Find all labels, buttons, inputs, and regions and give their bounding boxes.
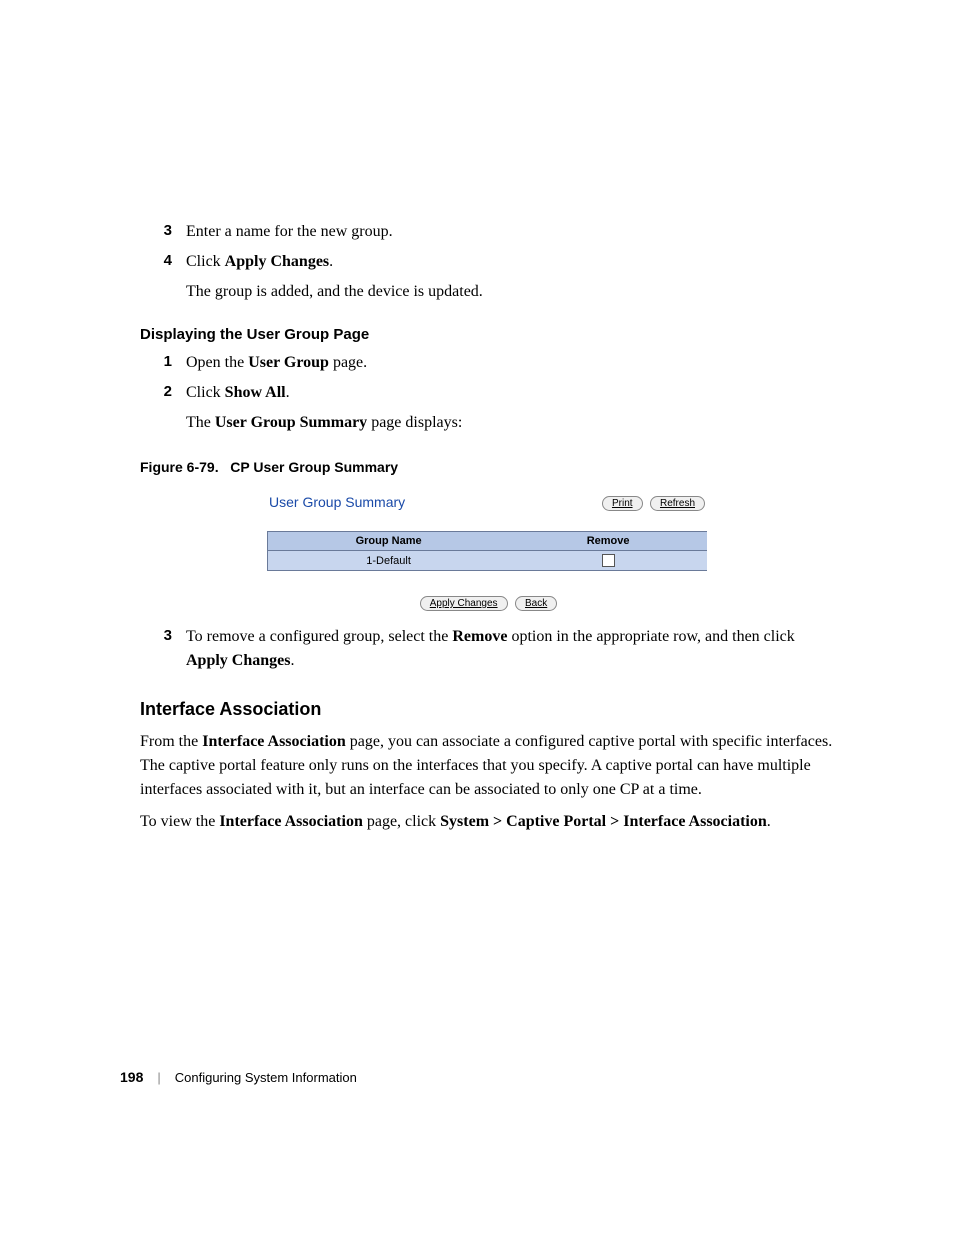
- apply-changes-button[interactable]: Apply Changes: [420, 596, 508, 611]
- refresh-button[interactable]: Refresh: [650, 496, 705, 511]
- step-num: 1: [140, 351, 186, 375]
- text: To remove a configured group, select the: [186, 628, 452, 645]
- text: page.: [329, 354, 367, 371]
- cell-remove: [509, 551, 707, 571]
- screenshot-title: User Group Summary: [269, 494, 405, 510]
- screenshot-header-buttons: Print Refresh: [599, 493, 705, 511]
- step-body: Enter a name for the new group.: [186, 220, 834, 244]
- page-number: 198: [120, 1069, 143, 1085]
- heading-displaying-user-group: Displaying the User Group Page: [140, 326, 834, 343]
- screenshot-header: User Group Summary Print Refresh: [267, 489, 707, 531]
- screenshot-buttons: Apply Changes Back: [267, 593, 707, 611]
- bold-text: User Group Summary: [215, 414, 367, 431]
- text: .: [286, 384, 290, 401]
- text: Click: [186, 384, 225, 401]
- bold-text: Interface Association: [219, 813, 363, 830]
- step-sub: The User Group Summary page displays:: [186, 411, 834, 435]
- text: .: [767, 813, 771, 830]
- bold-text: Interface Association: [202, 733, 346, 750]
- step-1: 1 Open the User Group page.: [140, 351, 834, 375]
- step-num: 4: [140, 250, 186, 304]
- figure-label: Figure 6-79.: [140, 459, 219, 475]
- paragraph: From the Interface Association page, you…: [140, 730, 834, 802]
- bold-text: User Group: [248, 354, 329, 371]
- step-2: 2 Click Show All. The User Group Summary…: [140, 381, 834, 435]
- text: page displays:: [367, 414, 462, 431]
- step-3b: 3 To remove a configured group, select t…: [140, 625, 834, 673]
- bold-text: Remove: [452, 628, 507, 645]
- print-button[interactable]: Print: [602, 496, 643, 511]
- bold-text: Apply Changes: [225, 253, 329, 270]
- step-body: Open the User Group page.: [186, 351, 834, 375]
- bold-text: System > Captive Portal > Interface Asso…: [440, 813, 767, 830]
- cell-group-name: 1-Default: [268, 551, 510, 571]
- col-remove: Remove: [509, 532, 707, 551]
- table-row: 1-Default: [268, 551, 708, 571]
- back-button[interactable]: Back: [515, 596, 557, 611]
- remove-checkbox[interactable]: [602, 554, 615, 567]
- paragraph: To view the Interface Association page, …: [140, 810, 834, 834]
- text: .: [329, 253, 333, 270]
- table-header-row: Group Name Remove: [268, 532, 708, 551]
- heading-interface-association: Interface Association: [140, 699, 834, 720]
- page-footer: 198 | Configuring System Information: [120, 1069, 357, 1085]
- step-body: Click Apply Changes. The group is added,…: [186, 250, 834, 304]
- bold-text: Apply Changes: [186, 652, 290, 669]
- text: To view the: [140, 813, 219, 830]
- footer-chapter: Configuring System Information: [175, 1070, 357, 1085]
- col-group-name: Group Name: [268, 532, 510, 551]
- text: option in the appropriate row, and then …: [507, 628, 794, 645]
- text: .: [290, 652, 294, 669]
- step-num: 3: [140, 625, 186, 673]
- text: Click: [186, 253, 225, 270]
- text: From the: [140, 733, 202, 750]
- text: The: [186, 414, 215, 431]
- step-sub: The group is added, and the device is up…: [186, 280, 834, 304]
- step-num: 2: [140, 381, 186, 435]
- step-body: Click Show All. The User Group Summary p…: [186, 381, 834, 435]
- figure-title: CP User Group Summary: [230, 459, 398, 475]
- step-num: 3: [140, 220, 186, 244]
- group-table: Group Name Remove 1-Default: [267, 531, 707, 571]
- step-4: 4 Click Apply Changes. The group is adde…: [140, 250, 834, 304]
- bold-text: Show All: [225, 384, 286, 401]
- footer-separator: |: [157, 1070, 160, 1085]
- text: page, click: [363, 813, 440, 830]
- step-body: To remove a configured group, select the…: [186, 625, 834, 673]
- screenshot-user-group-summary: User Group Summary Print Refresh Group N…: [267, 489, 707, 611]
- text: Open the: [186, 354, 248, 371]
- figure-caption: Figure 6-79. CP User Group Summary: [140, 459, 834, 475]
- step-3: 3 Enter a name for the new group.: [140, 220, 834, 244]
